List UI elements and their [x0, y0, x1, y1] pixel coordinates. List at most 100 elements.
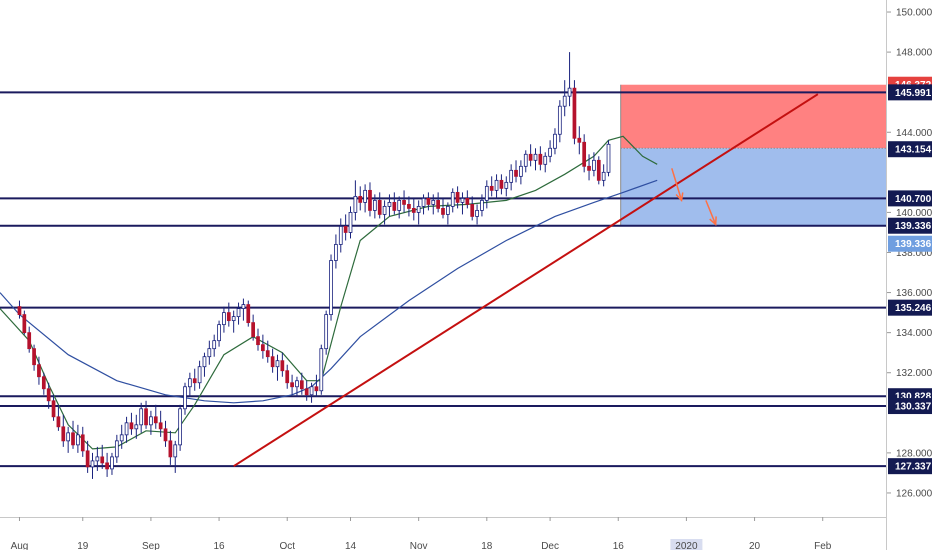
candle[interactable] [387, 194, 392, 217]
candle[interactable] [202, 352, 207, 377]
candle[interactable] [543, 152, 548, 173]
candle[interactable] [178, 404, 182, 451]
candle[interactable] [397, 196, 402, 219]
candle[interactable] [183, 382, 187, 415]
candle[interactable] [601, 164, 606, 187]
candle[interactable] [295, 376, 299, 397]
candle[interactable] [523, 150, 528, 173]
candle[interactable] [553, 128, 557, 155]
candle[interactable] [504, 176, 509, 197]
candle[interactable] [114, 434, 119, 463]
candle[interactable] [567, 52, 572, 107]
candle[interactable] [557, 100, 562, 143]
candle[interactable] [56, 404, 61, 431]
candle[interactable] [168, 430, 173, 465]
candle[interactable] [290, 374, 294, 395]
candle[interactable] [241, 298, 246, 321]
candle[interactable] [450, 188, 455, 213]
candle[interactable] [372, 194, 377, 219]
candle[interactable] [100, 444, 105, 469]
candle[interactable] [66, 426, 71, 453]
candle[interactable] [61, 414, 66, 447]
candle[interactable] [144, 400, 148, 429]
candle[interactable] [460, 192, 465, 215]
take-profit-zone[interactable] [620, 148, 886, 226]
candle[interactable] [426, 192, 431, 211]
candle[interactable] [265, 340, 270, 363]
candle[interactable] [606, 140, 611, 177]
candle[interactable] [407, 196, 411, 217]
candle[interactable] [134, 414, 139, 439]
candle[interactable] [304, 380, 309, 401]
candle[interactable] [475, 204, 479, 225]
candle[interactable] [173, 440, 178, 473]
candle[interactable] [41, 372, 46, 395]
candle[interactable] [158, 410, 163, 437]
price-badge[interactable]: 135.246 [888, 299, 932, 316]
candle[interactable] [548, 140, 552, 163]
candle[interactable] [533, 148, 538, 171]
candle[interactable] [416, 200, 421, 225]
candle[interactable] [329, 254, 333, 321]
candle[interactable] [431, 194, 436, 215]
candle[interactable] [446, 202, 450, 225]
candle[interactable] [236, 302, 241, 325]
candle[interactable] [421, 194, 426, 215]
candle[interactable] [95, 446, 100, 471]
candle[interactable] [71, 420, 75, 449]
candle[interactable] [187, 372, 192, 397]
candle[interactable] [163, 420, 168, 447]
candle[interactable] [129, 412, 134, 435]
candle[interactable] [392, 192, 397, 215]
candle[interactable] [124, 416, 129, 443]
candle[interactable] [368, 182, 372, 217]
candle[interactable] [280, 352, 285, 377]
candle[interactable] [470, 196, 475, 221]
candle[interactable] [455, 186, 460, 209]
candle[interactable] [90, 452, 95, 479]
candle[interactable] [519, 160, 523, 185]
candle[interactable] [275, 354, 280, 381]
candle[interactable] [192, 368, 197, 391]
projection-arrow[interactable] [705, 200, 717, 227]
candle[interactable] [436, 192, 440, 213]
stop-loss-zone[interactable] [620, 84, 886, 149]
candle[interactable] [441, 198, 445, 219]
candle[interactable] [489, 176, 494, 197]
candle[interactable] [226, 302, 231, 327]
candle[interactable] [85, 440, 90, 473]
candle[interactable] [538, 146, 543, 171]
candle[interactable] [577, 126, 582, 155]
candle[interactable] [358, 186, 363, 211]
candle[interactable] [377, 192, 382, 219]
candle[interactable] [562, 80, 567, 117]
candle[interactable] [207, 340, 212, 365]
candle[interactable] [105, 452, 109, 477]
candle[interactable] [246, 300, 251, 327]
candle[interactable] [22, 310, 27, 335]
price-badge[interactable]: 130.337 [888, 398, 932, 415]
candle[interactable] [222, 306, 226, 333]
candle[interactable] [285, 364, 290, 389]
candle[interactable] [319, 344, 324, 395]
price-badge[interactable]: 140.700 [888, 190, 932, 207]
candle[interactable] [509, 164, 514, 191]
candle[interactable] [592, 152, 596, 177]
trendline[interactable] [233, 93, 819, 468]
candle[interactable] [382, 200, 387, 225]
candle[interactable] [51, 394, 56, 421]
candle[interactable] [149, 410, 153, 435]
candle[interactable] [37, 356, 41, 385]
candle[interactable] [314, 374, 319, 397]
candle[interactable] [212, 334, 217, 357]
candle[interactable] [139, 402, 144, 433]
candle[interactable] [596, 156, 601, 185]
candle[interactable] [231, 310, 236, 333]
candle[interactable] [334, 234, 338, 269]
projection-arrow[interactable] [671, 168, 684, 203]
candle[interactable] [499, 174, 504, 195]
candle[interactable] [353, 180, 358, 221]
candle[interactable] [76, 424, 80, 453]
